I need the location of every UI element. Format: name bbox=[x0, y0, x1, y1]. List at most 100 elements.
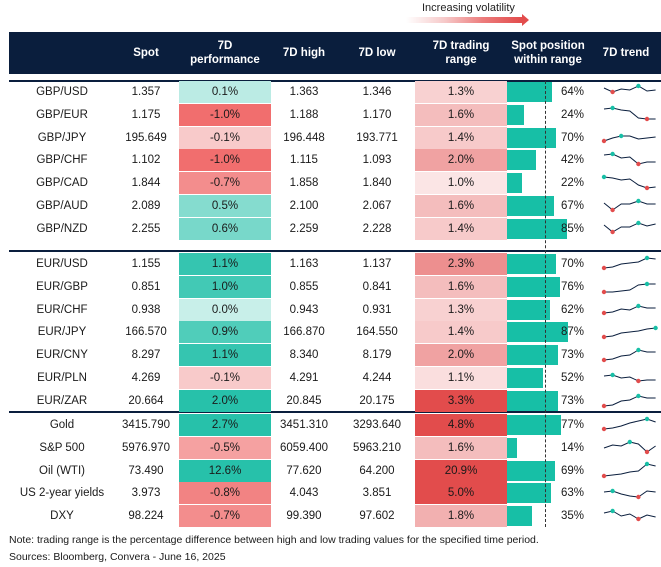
table-row: Gold 3415.790 2.7% 3451.310 3293.640 4.8% 77% bbox=[9, 414, 661, 436]
header-7d-low: 7D low bbox=[358, 47, 396, 59]
table-row: GBP/JPY 195.649 -0.1% 196.448 193.771 1.4% 70% bbox=[9, 126, 661, 149]
trend-high-marker bbox=[636, 303, 641, 308]
spot-position-bar bbox=[507, 127, 556, 148]
trading-range-value: 1.6% bbox=[415, 275, 507, 298]
performance-value: -0.8% bbox=[179, 482, 271, 505]
table-row: GBP/NZD 2.255 0.6% 2.259 2.228 1.4% 85% bbox=[9, 217, 661, 240]
trend-high-marker bbox=[644, 281, 650, 286]
spot-position-bar bbox=[507, 506, 532, 527]
trend-low-marker bbox=[644, 185, 650, 191]
spot-value: 195.649 bbox=[125, 131, 167, 144]
spot-position-bar bbox=[507, 150, 536, 171]
spot-position-percent: 69% bbox=[561, 464, 585, 477]
trend-sparkline bbox=[603, 105, 656, 121]
trading-range-value: 1.8% bbox=[415, 505, 507, 528]
volatility-arrow-icon bbox=[522, 14, 529, 26]
volatility-gradient-bar bbox=[406, 17, 522, 23]
trend-high-marker bbox=[653, 326, 658, 331]
low-value: 97.602 bbox=[359, 510, 395, 523]
spot-position-percent: 73% bbox=[561, 349, 585, 362]
spot-position-percent: 77% bbox=[561, 419, 585, 431]
header-7d-high: 7D high bbox=[282, 47, 326, 59]
trend-low-marker bbox=[636, 378, 641, 384]
low-value: 1.840 bbox=[362, 177, 392, 190]
table-row: GBP/AUD 2.089 0.5% 2.100 2.067 1.6% 67% bbox=[9, 195, 661, 217]
table-row: GBP/USD 1.357 0.1% 1.363 1.346 1.3% 64% bbox=[9, 81, 661, 103]
trend-low-marker bbox=[636, 516, 641, 522]
spot-position-percent: 73% bbox=[561, 394, 585, 407]
performance-value: 1.1% bbox=[179, 344, 271, 367]
low-value: 4.244 bbox=[362, 372, 392, 384]
performance-value: 2.7% bbox=[179, 414, 271, 436]
table-row: EUR/GBP 0.851 1.0% 0.855 0.841 1.6% 76% bbox=[9, 275, 661, 298]
trend-high-marker bbox=[610, 152, 615, 157]
footnote: Note: trading range is the percentage di… bbox=[9, 534, 539, 546]
low-value: 2.228 bbox=[362, 222, 392, 235]
trading-range-value: 1.4% bbox=[415, 321, 507, 344]
trading-range-value: 1.3% bbox=[415, 81, 507, 103]
trend-low-marker bbox=[636, 495, 641, 500]
performance-value: 0.1% bbox=[179, 81, 271, 103]
trend-sparkline bbox=[601, 133, 656, 143]
spot-position-percent: 62% bbox=[561, 303, 585, 316]
low-value: 1.093 bbox=[362, 154, 392, 167]
spot-position-percent: 67% bbox=[561, 200, 585, 212]
high-value: 1.163 bbox=[289, 258, 319, 270]
high-value: 1.188 bbox=[289, 108, 319, 121]
trading-range-value: 2.0% bbox=[415, 149, 507, 172]
spot-value: 166.570 bbox=[125, 326, 167, 339]
trend-sparkline bbox=[603, 508, 656, 522]
performance-value: -0.7% bbox=[179, 172, 271, 195]
spot-value: 2.255 bbox=[131, 222, 161, 235]
spot-value: 0.851 bbox=[131, 280, 161, 293]
spot-position-bar bbox=[507, 390, 558, 411]
trend-low-marker bbox=[610, 207, 615, 213]
high-value: 2.100 bbox=[289, 200, 319, 212]
trend-sparkline bbox=[601, 393, 656, 408]
instrument-name: Oil (WTI) bbox=[39, 464, 85, 477]
trend-low-marker bbox=[601, 310, 607, 315]
trend-sparkline bbox=[603, 372, 656, 384]
table-row: DXY 98.224 -0.7% 99.390 97.602 1.8% 35% bbox=[9, 505, 661, 528]
low-value: 3.851 bbox=[362, 487, 392, 500]
high-value: 1.115 bbox=[290, 154, 318, 167]
spot-position-percent: 85% bbox=[561, 222, 585, 235]
performance-value: -0.5% bbox=[179, 436, 271, 459]
trend-sparkline bbox=[603, 198, 656, 213]
performance-value: 12.6% bbox=[179, 459, 271, 482]
low-value: 64.200 bbox=[359, 464, 395, 477]
trend-high-marker bbox=[636, 347, 641, 353]
instrument-name: Gold bbox=[49, 419, 75, 431]
low-value: 8.179 bbox=[362, 349, 392, 362]
trading-range-value: 1.4% bbox=[415, 217, 507, 240]
trend-low-marker bbox=[636, 162, 641, 167]
trend-line bbox=[603, 305, 656, 314]
spot-position-bar bbox=[507, 173, 522, 194]
spot-position-percent: 63% bbox=[561, 487, 585, 500]
spot-position-bar bbox=[507, 460, 555, 481]
trend-sparkline bbox=[603, 83, 656, 95]
trend-high-marker bbox=[610, 508, 615, 514]
instrument-name: GBP/AUD bbox=[36, 200, 88, 212]
trend-high-marker bbox=[610, 489, 615, 494]
spot-position-bar bbox=[507, 415, 561, 435]
trend-low-marker bbox=[601, 357, 607, 363]
trend-sparkline bbox=[603, 220, 656, 234]
trading-range-value: 2.0% bbox=[415, 344, 507, 367]
trading-range-value: 2.3% bbox=[415, 253, 507, 275]
trading-range-value: 1.4% bbox=[415, 126, 507, 149]
trend-low-marker bbox=[644, 116, 650, 121]
trend-low-marker bbox=[601, 473, 607, 478]
spot-position-percent: 70% bbox=[561, 258, 585, 270]
trend-sparkline bbox=[603, 439, 656, 454]
high-value: 166.870 bbox=[283, 326, 325, 339]
header-spot-position: Spot position within range bbox=[511, 40, 585, 66]
trend-high-marker bbox=[644, 461, 650, 466]
trading-range-value: 20.9% bbox=[415, 459, 507, 482]
trend-sparkline bbox=[601, 347, 656, 363]
high-value: 3451.310 bbox=[280, 419, 328, 431]
trend-line bbox=[603, 135, 656, 142]
trend-low-marker bbox=[610, 89, 615, 95]
trading-range-value: 5.0% bbox=[415, 482, 507, 505]
trading-range-value: 1.1% bbox=[415, 367, 507, 389]
